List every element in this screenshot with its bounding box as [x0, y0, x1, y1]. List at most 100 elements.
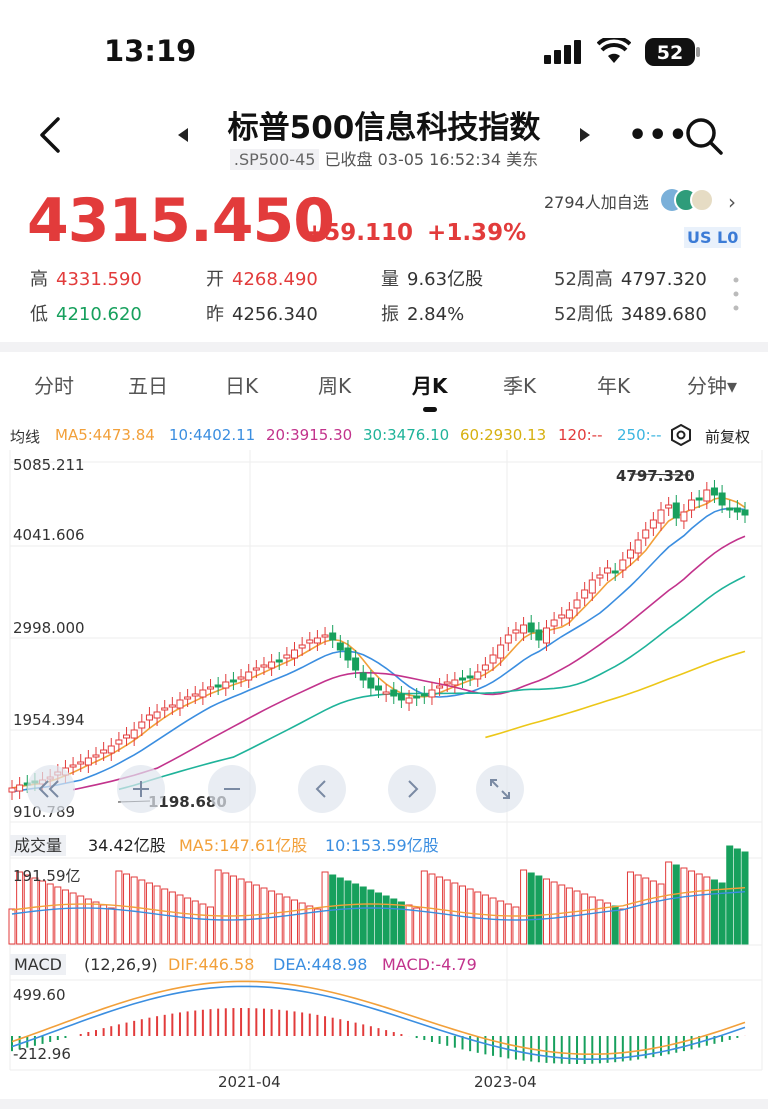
candle	[176, 699, 184, 709]
zoom-out-icon[interactable]	[207, 764, 257, 814]
volume-bar	[229, 875, 237, 945]
pan-left-icon[interactable]	[297, 764, 347, 814]
ma30-value: 30:3476.10	[363, 426, 450, 444]
expand-dots-icon[interactable]	[733, 277, 739, 311]
ma60-line	[485, 650, 746, 739]
candle	[390, 689, 398, 697]
next-arrow-icon[interactable]	[580, 128, 590, 142]
more-icon[interactable]: •••	[628, 118, 689, 153]
candle	[229, 679, 237, 683]
settings-icon[interactable]	[670, 424, 692, 446]
tab-monthly[interactable]: 月K	[412, 374, 448, 398]
candle	[451, 679, 459, 686]
pan-right-icon[interactable]	[387, 764, 437, 814]
candle	[77, 761, 85, 765]
y-label-top: 5085.211	[13, 456, 85, 474]
x-label-1: 2021-04	[218, 1073, 281, 1091]
volume-bar	[176, 894, 184, 945]
min-price-label: 1198.680	[148, 793, 227, 811]
pan-left-fast-icon[interactable]	[26, 764, 76, 814]
candle	[497, 644, 505, 659]
candle	[245, 671, 253, 681]
candle	[703, 489, 711, 502]
dea-line	[11, 985, 746, 1061]
adjust-mode[interactable]: 前复权	[705, 428, 751, 446]
tab-yearly[interactable]: 年K	[597, 374, 631, 398]
candle	[283, 654, 291, 659]
candle	[107, 745, 115, 754]
volume-bar	[520, 869, 528, 945]
symbol-code: .SP500-45	[229, 149, 320, 170]
volume-bar	[512, 906, 520, 945]
candle	[726, 507, 734, 511]
volume-bar	[535, 875, 543, 945]
divider	[0, 342, 768, 352]
watchlist-count[interactable]: 2794人加自选	[544, 193, 649, 212]
volume-bar	[497, 900, 505, 945]
candle	[313, 637, 321, 644]
back-icon[interactable]	[34, 115, 66, 155]
candle	[596, 574, 604, 579]
period-tabs: 分时 五日 日K 周K 月K 季K 年K 分钟▾	[0, 358, 768, 410]
volume-ma5: MA5:147.61亿股	[179, 836, 308, 855]
candle	[367, 677, 375, 689]
volume-bar	[77, 895, 85, 945]
volume-bar	[237, 878, 245, 945]
tab-5day[interactable]: 五日	[128, 374, 168, 398]
volume-bar	[672, 864, 680, 945]
fullscreen-icon[interactable]	[475, 764, 525, 814]
tab-daily[interactable]: 日K	[225, 374, 259, 398]
volume-bar	[207, 906, 215, 945]
candle	[92, 754, 100, 758]
candle	[321, 634, 329, 638]
candle	[619, 559, 627, 571]
candle	[275, 659, 283, 663]
volume-bar	[726, 845, 734, 945]
stat-amplitude: 振 2.84%	[381, 304, 465, 325]
candle	[184, 696, 192, 700]
candle	[642, 529, 650, 539]
candle	[260, 664, 268, 668]
y-label-3: 2998.000	[13, 619, 85, 637]
volume-bar	[703, 876, 711, 945]
chevron-right-icon[interactable]: ›	[728, 190, 736, 214]
page-title: 标普500信息科技指数	[227, 110, 541, 146]
macd-params: (12,26,9)	[84, 955, 158, 974]
candle	[710, 487, 718, 496]
volume-bar	[283, 896, 291, 945]
volume-bar	[39, 880, 47, 945]
volume-bar	[8, 908, 16, 945]
volume-bar	[634, 874, 642, 945]
change-value: +59.110	[305, 220, 414, 246]
volume-bar	[382, 895, 390, 945]
candle	[573, 599, 581, 609]
follower-avatars[interactable]	[660, 186, 720, 214]
stat-52w-low: 52周低 3489.680	[554, 304, 707, 325]
volume-bar	[123, 873, 131, 945]
zoom-in-icon[interactable]	[116, 764, 166, 814]
volume-bar	[504, 903, 512, 945]
stat-prev-close: 昨 4256.340	[206, 304, 318, 325]
tab-intraday[interactable]: 分时	[34, 374, 74, 398]
tab-minute[interactable]: 分钟▾	[687, 374, 738, 398]
candle	[520, 624, 528, 634]
candle	[611, 570, 619, 574]
ma10-line	[11, 507, 746, 793]
prev-arrow-icon[interactable]	[178, 128, 188, 142]
battery-level: 52	[657, 42, 683, 64]
tab-weekly[interactable]: 周K	[318, 374, 352, 398]
candle	[69, 764, 77, 768]
macd-dea: DEA:448.98	[273, 955, 368, 974]
ma250-value: 250:--	[617, 426, 662, 444]
search-icon[interactable]	[684, 116, 724, 156]
candle	[558, 614, 566, 619]
tab-quarterly[interactable]: 季K	[503, 374, 537, 398]
dif-line	[11, 980, 746, 1056]
kline-chart[interactable]	[0, 450, 768, 1100]
candle	[405, 697, 413, 704]
candle	[222, 681, 230, 689]
ma120-value: 120:--	[558, 426, 603, 444]
candle	[436, 685, 444, 689]
volume-ma5-line	[11, 887, 746, 917]
volume-bar	[344, 880, 352, 945]
